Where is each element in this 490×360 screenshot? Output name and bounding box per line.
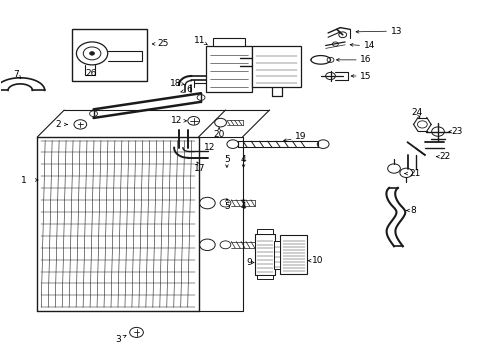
Text: 22: 22 — [440, 152, 451, 161]
Text: 11: 11 — [195, 36, 206, 45]
Circle shape — [83, 47, 101, 60]
Circle shape — [90, 51, 95, 55]
Bar — [213, 38, 245, 45]
Text: 10: 10 — [312, 256, 323, 265]
Text: 25: 25 — [158, 40, 169, 49]
Text: 5: 5 — [224, 155, 230, 164]
Text: 7: 7 — [13, 70, 19, 79]
Circle shape — [227, 140, 239, 148]
Text: 13: 13 — [391, 27, 402, 36]
Bar — [206, 45, 252, 92]
Circle shape — [388, 164, 400, 173]
Circle shape — [74, 120, 87, 129]
Text: 18: 18 — [170, 79, 181, 88]
Bar — [274, 240, 280, 269]
Circle shape — [188, 117, 199, 125]
Text: 12: 12 — [204, 143, 216, 152]
Circle shape — [199, 239, 215, 251]
Circle shape — [327, 57, 334, 62]
Text: 4: 4 — [241, 155, 246, 164]
Circle shape — [197, 95, 205, 100]
Text: 26: 26 — [85, 69, 97, 78]
Text: 2: 2 — [55, 120, 61, 129]
Circle shape — [199, 197, 215, 209]
Bar — [257, 229, 273, 234]
Circle shape — [332, 42, 338, 46]
Circle shape — [76, 42, 108, 65]
Circle shape — [220, 241, 231, 249]
Circle shape — [400, 168, 413, 177]
Text: 19: 19 — [295, 132, 307, 141]
Text: 15: 15 — [361, 72, 372, 81]
Text: 20: 20 — [214, 130, 225, 139]
Text: 9: 9 — [246, 258, 252, 267]
Text: 8: 8 — [411, 206, 416, 215]
Circle shape — [90, 111, 98, 117]
Text: 4: 4 — [241, 202, 246, 211]
Circle shape — [130, 327, 144, 337]
Text: 23: 23 — [451, 127, 462, 136]
Circle shape — [417, 121, 427, 128]
Bar — [257, 275, 273, 279]
Bar — [252, 45, 301, 87]
Circle shape — [318, 140, 329, 148]
Text: 17: 17 — [195, 164, 206, 173]
Circle shape — [432, 127, 444, 136]
Text: 16: 16 — [361, 55, 372, 64]
Text: 1: 1 — [21, 176, 27, 185]
Bar — [280, 235, 307, 274]
Bar — [255, 234, 275, 275]
Bar — [72, 30, 147, 81]
Text: 5: 5 — [224, 202, 230, 211]
Text: 24: 24 — [412, 108, 423, 117]
Text: 6: 6 — [186, 85, 192, 94]
Circle shape — [220, 199, 231, 207]
Text: 3: 3 — [115, 335, 121, 344]
Text: 21: 21 — [409, 169, 420, 178]
Text: 12: 12 — [171, 116, 182, 125]
Circle shape — [339, 32, 346, 38]
Text: 14: 14 — [364, 41, 375, 50]
Circle shape — [215, 118, 226, 127]
Circle shape — [326, 72, 335, 80]
